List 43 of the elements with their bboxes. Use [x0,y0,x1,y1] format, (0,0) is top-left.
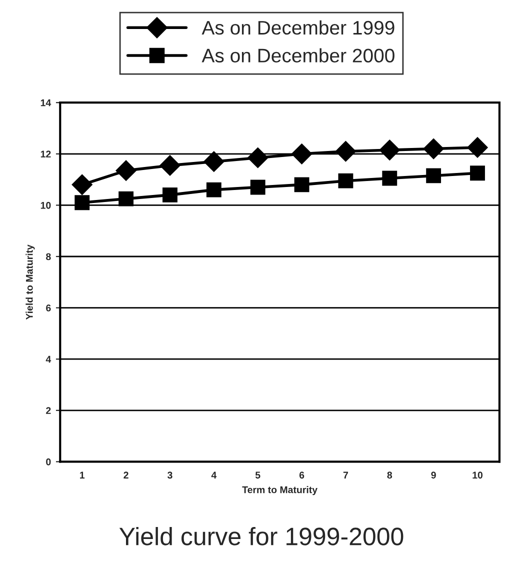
point [382,170,398,186]
point [294,177,310,192]
point [426,168,442,184]
point [338,173,354,188]
point [250,180,266,195]
legend-label: As on December 2000 [202,48,394,62]
y-tick-label: 8 [46,253,51,260]
point [74,195,90,210]
x-tick-label: 10 [472,472,483,479]
x-tick-label: 8 [387,472,392,479]
x-tick-label: 4 [211,472,217,478]
x-tick-label: 3 [167,472,172,479]
point [206,182,222,198]
point [291,144,312,164]
text: Yield curve for 1999-2000 [119,527,404,546]
point [335,140,356,162]
y-tick-label: 14 [40,99,52,106]
point [470,166,485,181]
x-tick-label: 1 [80,472,85,478]
x-tick-label: 6 [299,472,304,479]
point [379,140,400,160]
y-tick-label: 10 [40,202,51,209]
x-tick-label: 7 [343,472,348,478]
x-tick-label: 9 [431,472,436,479]
y-tick-label: 0 [46,458,51,466]
x-tick-label: 2 [124,472,128,478]
point [72,174,92,196]
y-axis-title: Yield to Maturity [26,244,35,320]
y-tick-label: 2 [46,407,51,414]
legend-label: As on December 1999 [202,20,394,35]
y-tick-label: 6 [46,304,51,312]
point [118,191,134,206]
y-tick-label: 4 [46,356,52,363]
point [248,147,268,168]
point [162,187,178,202]
y-tick-label: 12 [40,150,51,158]
point [423,138,444,160]
point [116,160,136,181]
point [467,137,488,158]
x-axis-title: Term to Maturity [242,486,318,496]
point [204,151,224,172]
point [160,155,180,176]
x-tick-label: 5 [255,472,260,479]
